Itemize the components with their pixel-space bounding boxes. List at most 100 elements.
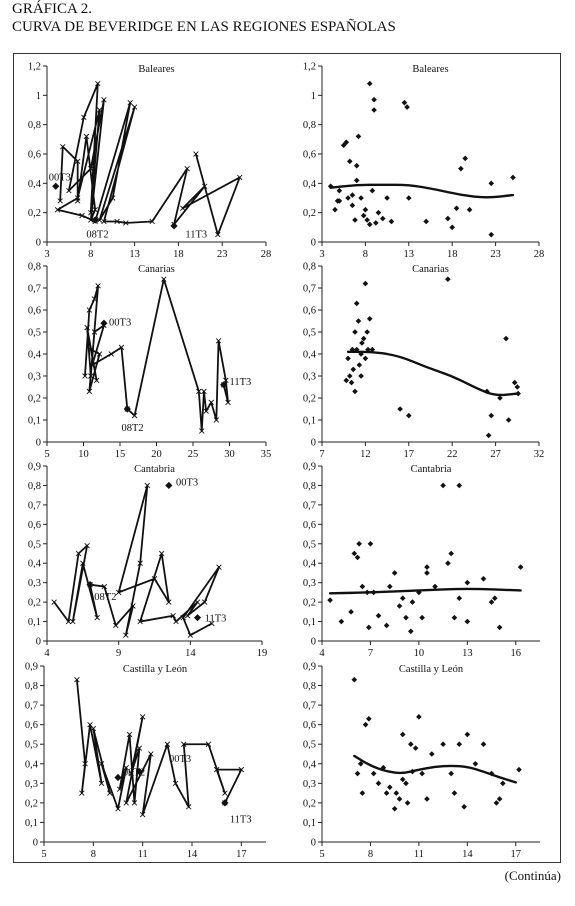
panel-7-y-tick-label: 0,2 bbox=[25, 798, 38, 809]
panel-1-data-point bbox=[95, 80, 101, 87]
panel-3-data-point bbox=[82, 373, 88, 379]
panel-2-scatter-point bbox=[466, 206, 473, 213]
panel-6-y-tick-label: 0,7 bbox=[303, 500, 316, 511]
panel-3-data-point bbox=[201, 388, 207, 395]
panel-2-y-tick-label: 0,4 bbox=[303, 179, 317, 190]
panel-8-scatter-point bbox=[516, 766, 522, 773]
panel-1-highlight-point bbox=[52, 182, 60, 190]
panel-8-scatter-point bbox=[370, 770, 377, 777]
panel-5-data-point bbox=[137, 618, 143, 625]
panel-5-data-point bbox=[51, 599, 57, 605]
panel-6-scatter-point bbox=[432, 583, 438, 590]
panel-2-scatter-point bbox=[371, 96, 377, 103]
panel-1-y-tick-label: 0,2 bbox=[28, 208, 41, 219]
panel-8-scatter-point bbox=[359, 790, 366, 796]
panel-1-data-point bbox=[66, 187, 72, 194]
panel-1-y-tick-label: 0 bbox=[36, 238, 41, 249]
panel-5-data-point bbox=[123, 632, 129, 638]
panel-8-scatter-point bbox=[440, 741, 446, 748]
panel-1-annotation: 11T3 bbox=[185, 230, 207, 241]
panel-4-scatter-point bbox=[511, 379, 518, 386]
panel-3-data-point bbox=[213, 417, 220, 423]
panel-3-x-tick-label: 10 bbox=[78, 449, 89, 460]
chart-panel-1: 0 0,2 0,4 0,6 0,8 1 1,2 3 8 13 18 23 28 Baleares 00T3 0… bbox=[28, 62, 271, 261]
panel-1-x-tick-label: 18 bbox=[173, 249, 184, 260]
panel-5-data-point bbox=[65, 618, 72, 625]
panel-4-scatter-point bbox=[345, 355, 351, 362]
panel-1-data-point bbox=[127, 99, 133, 106]
panel-2-y-tick-label: 1 bbox=[311, 91, 316, 102]
panel-6-scatter-point bbox=[488, 599, 495, 605]
panel-7-x-tick-label: 17 bbox=[236, 849, 247, 860]
panel-4-scatter-point bbox=[352, 388, 358, 395]
panel-6-scatter-point bbox=[403, 614, 409, 621]
panel-8-y-tick-label: 0 bbox=[311, 838, 316, 849]
panel-3-series-line bbox=[84, 278, 229, 432]
panel-7-data-point bbox=[115, 806, 121, 812]
panel-4-scatter-point bbox=[348, 379, 355, 386]
figure-frame bbox=[13, 53, 561, 863]
panel-6-y-tick-label: 0,4 bbox=[303, 559, 317, 570]
panel-5-highlight-point bbox=[193, 614, 202, 622]
panel-6-x-tick-label: 13 bbox=[462, 648, 473, 659]
panel-2-scatter-point bbox=[458, 165, 464, 172]
panel-7-data-point bbox=[222, 790, 228, 796]
panel-2-scatter-point bbox=[340, 142, 347, 148]
panel-8-y-tick-label: 0,9 bbox=[303, 662, 316, 673]
panel-1-highlight-point bbox=[91, 216, 99, 224]
panel-3-data-point bbox=[196, 388, 202, 395]
panel-8-scatter-point bbox=[393, 790, 400, 796]
panel-1-data-point bbox=[101, 97, 107, 103]
panel-7-annotation: 08T2 bbox=[123, 768, 145, 779]
panel-4-scatter-point bbox=[488, 412, 495, 419]
panel-7-y-tick-label: 0,9 bbox=[25, 662, 38, 673]
panel-4-scatter-point bbox=[445, 276, 451, 282]
panel-6-y-tick-label: 0,5 bbox=[303, 539, 316, 550]
panel-1-x-tick-label: 23 bbox=[217, 249, 228, 260]
panel-6-scatter-point bbox=[445, 560, 451, 567]
panel-4-x-tick-label: 12 bbox=[360, 449, 371, 460]
panel-5-annotation: 11T3 bbox=[205, 614, 227, 625]
panel-3-data-point bbox=[86, 388, 93, 395]
panel-3-data-point bbox=[95, 283, 101, 289]
panel-6-x-tick-label: 7 bbox=[368, 648, 373, 659]
panel-8-scatter-point bbox=[387, 784, 393, 791]
panel-6-scatter-point bbox=[383, 622, 390, 629]
panel-7-highlight-point bbox=[114, 773, 122, 782]
figure-label: GRÁFICA 2. bbox=[12, 1, 93, 17]
panel-3-data-point bbox=[86, 307, 93, 313]
panel-4-scatter-point bbox=[343, 377, 350, 384]
panel-2-y-tick-label: 0,2 bbox=[303, 208, 316, 219]
panel-8-scatter-point bbox=[357, 760, 364, 767]
panel-7-data-point bbox=[123, 764, 129, 771]
panel-8-scatter-point bbox=[480, 741, 487, 748]
panel-3-data-point bbox=[88, 346, 94, 353]
panel-2-scatter-point bbox=[404, 104, 410, 110]
panel-2-scatter-point bbox=[488, 180, 495, 187]
panel-3-x-tick-label: 25 bbox=[188, 449, 199, 460]
panel-3-annotation: 00T3 bbox=[109, 317, 131, 328]
panel-8-y-tick-label: 0,3 bbox=[303, 779, 316, 790]
panel-8-y-tick-label: 0,2 bbox=[303, 798, 316, 809]
panel-8-scatter-point bbox=[404, 800, 411, 806]
panel-6-scatter-point bbox=[338, 618, 345, 625]
panel-4-x-tick-label: 27 bbox=[490, 449, 501, 460]
panel-7-x-tick-label: 11 bbox=[138, 849, 148, 860]
panel-8-scatter-point bbox=[362, 721, 369, 728]
panel-2-scatter-point bbox=[423, 218, 429, 225]
panel-3-data-point bbox=[161, 276, 167, 282]
panel-3-x-tick-label: 30 bbox=[224, 449, 235, 460]
panel-1-data-point bbox=[109, 195, 116, 201]
panel-5-x-tick-label: 4 bbox=[44, 648, 50, 659]
panel-7-y-tick-label: 0,7 bbox=[25, 701, 38, 712]
panel-5-annotation: 00T3 bbox=[176, 477, 198, 488]
panel-4-scatter-point bbox=[514, 384, 521, 390]
panel-2-scatter-point bbox=[353, 162, 360, 169]
panel-5-data-point bbox=[130, 603, 136, 609]
chart-panel-6: 0 0,1 0,2 0,3 0,4 0,5 0,6 0,7 0,8 0,9 4 7 10 13 16 Cant… bbox=[303, 462, 540, 659]
panel-2-scatter-point bbox=[352, 217, 358, 223]
panel-2-x-tick-label: 8 bbox=[363, 249, 368, 260]
panel-2-fit-curve bbox=[329, 183, 515, 199]
panel-5-data-point bbox=[75, 550, 82, 557]
panel-8-scatter-point bbox=[399, 776, 406, 783]
